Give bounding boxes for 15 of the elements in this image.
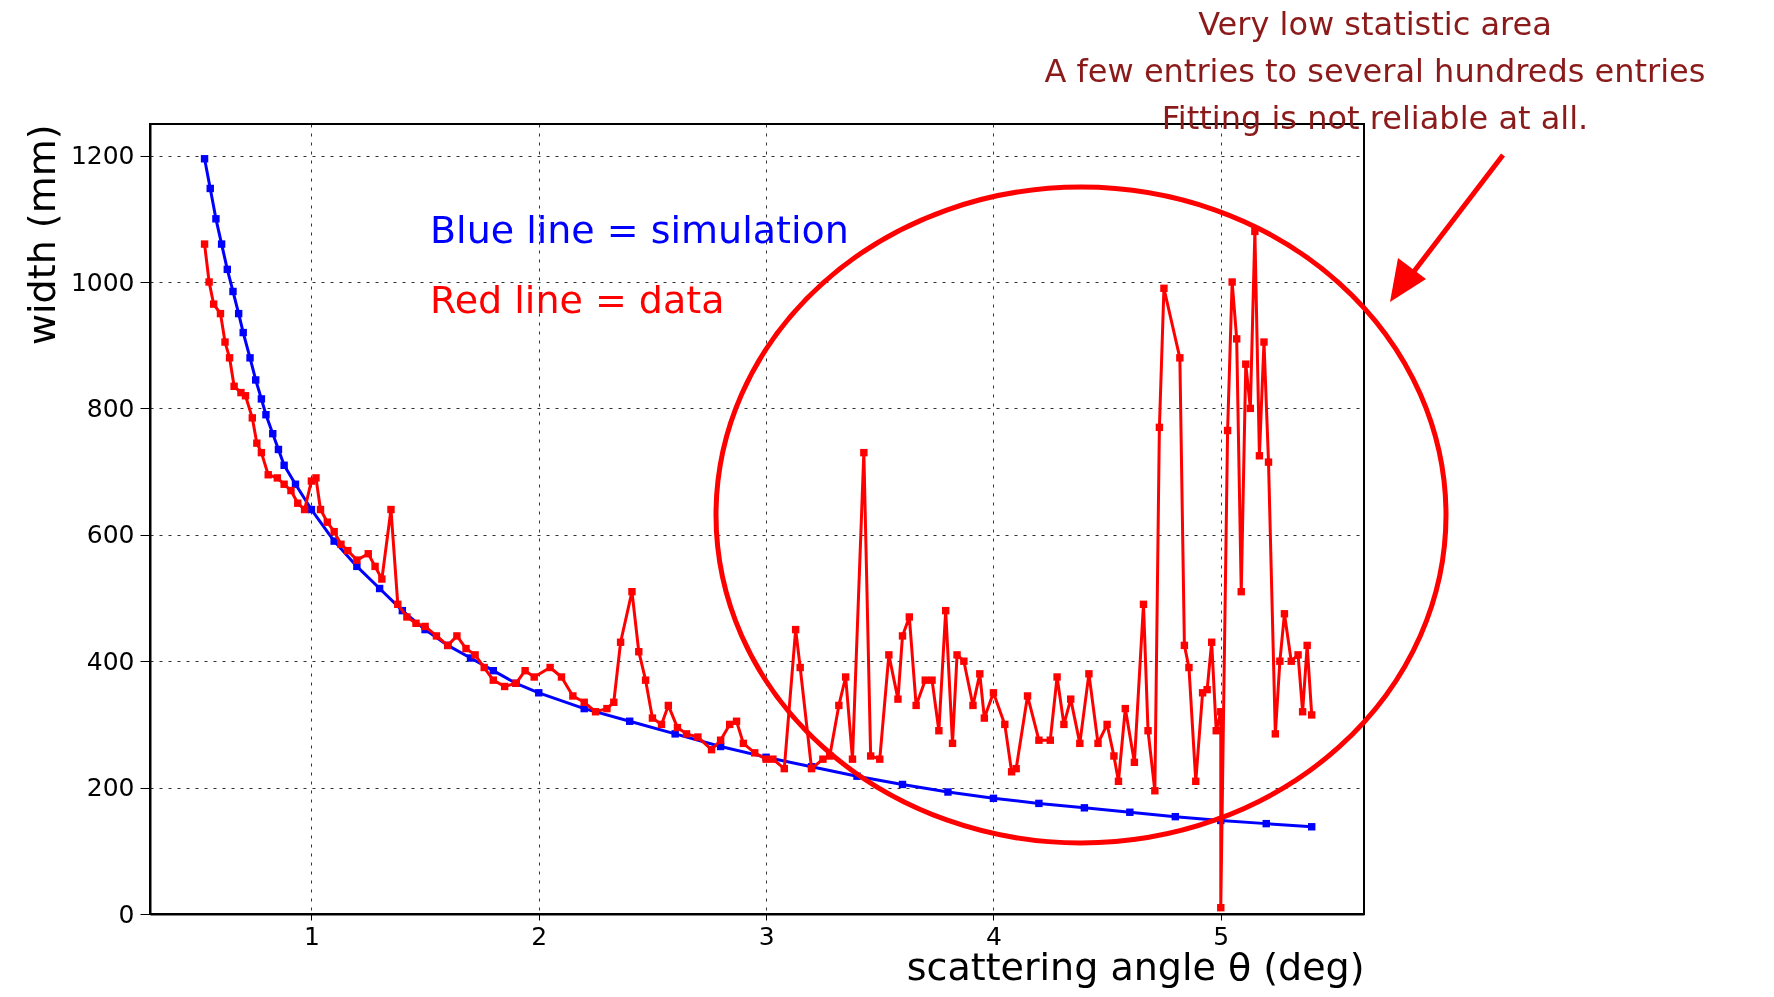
x-tick-label: 3	[758, 921, 775, 951]
y-tick-label: 600	[86, 520, 135, 550]
y-tick-label: 400	[86, 646, 135, 676]
text: A few entries to several hundreds entries	[1044, 52, 1706, 90]
x-tick-label: 1	[303, 921, 320, 951]
y-tick-label: 1000	[70, 267, 135, 297]
text: Very low statistic area	[1198, 5, 1552, 43]
annotation: Red line = data	[430, 278, 725, 322]
y-tick-label: 800	[86, 393, 135, 423]
y-tick-label: 0	[118, 899, 135, 929]
y-tick-label: 200	[86, 773, 135, 803]
y-tick-label: 1200	[70, 141, 135, 171]
annotation: Blue line = simulation	[430, 208, 849, 252]
x-tick-label: 2	[531, 921, 548, 951]
y-axis-title: width (mm)	[19, 124, 64, 346]
